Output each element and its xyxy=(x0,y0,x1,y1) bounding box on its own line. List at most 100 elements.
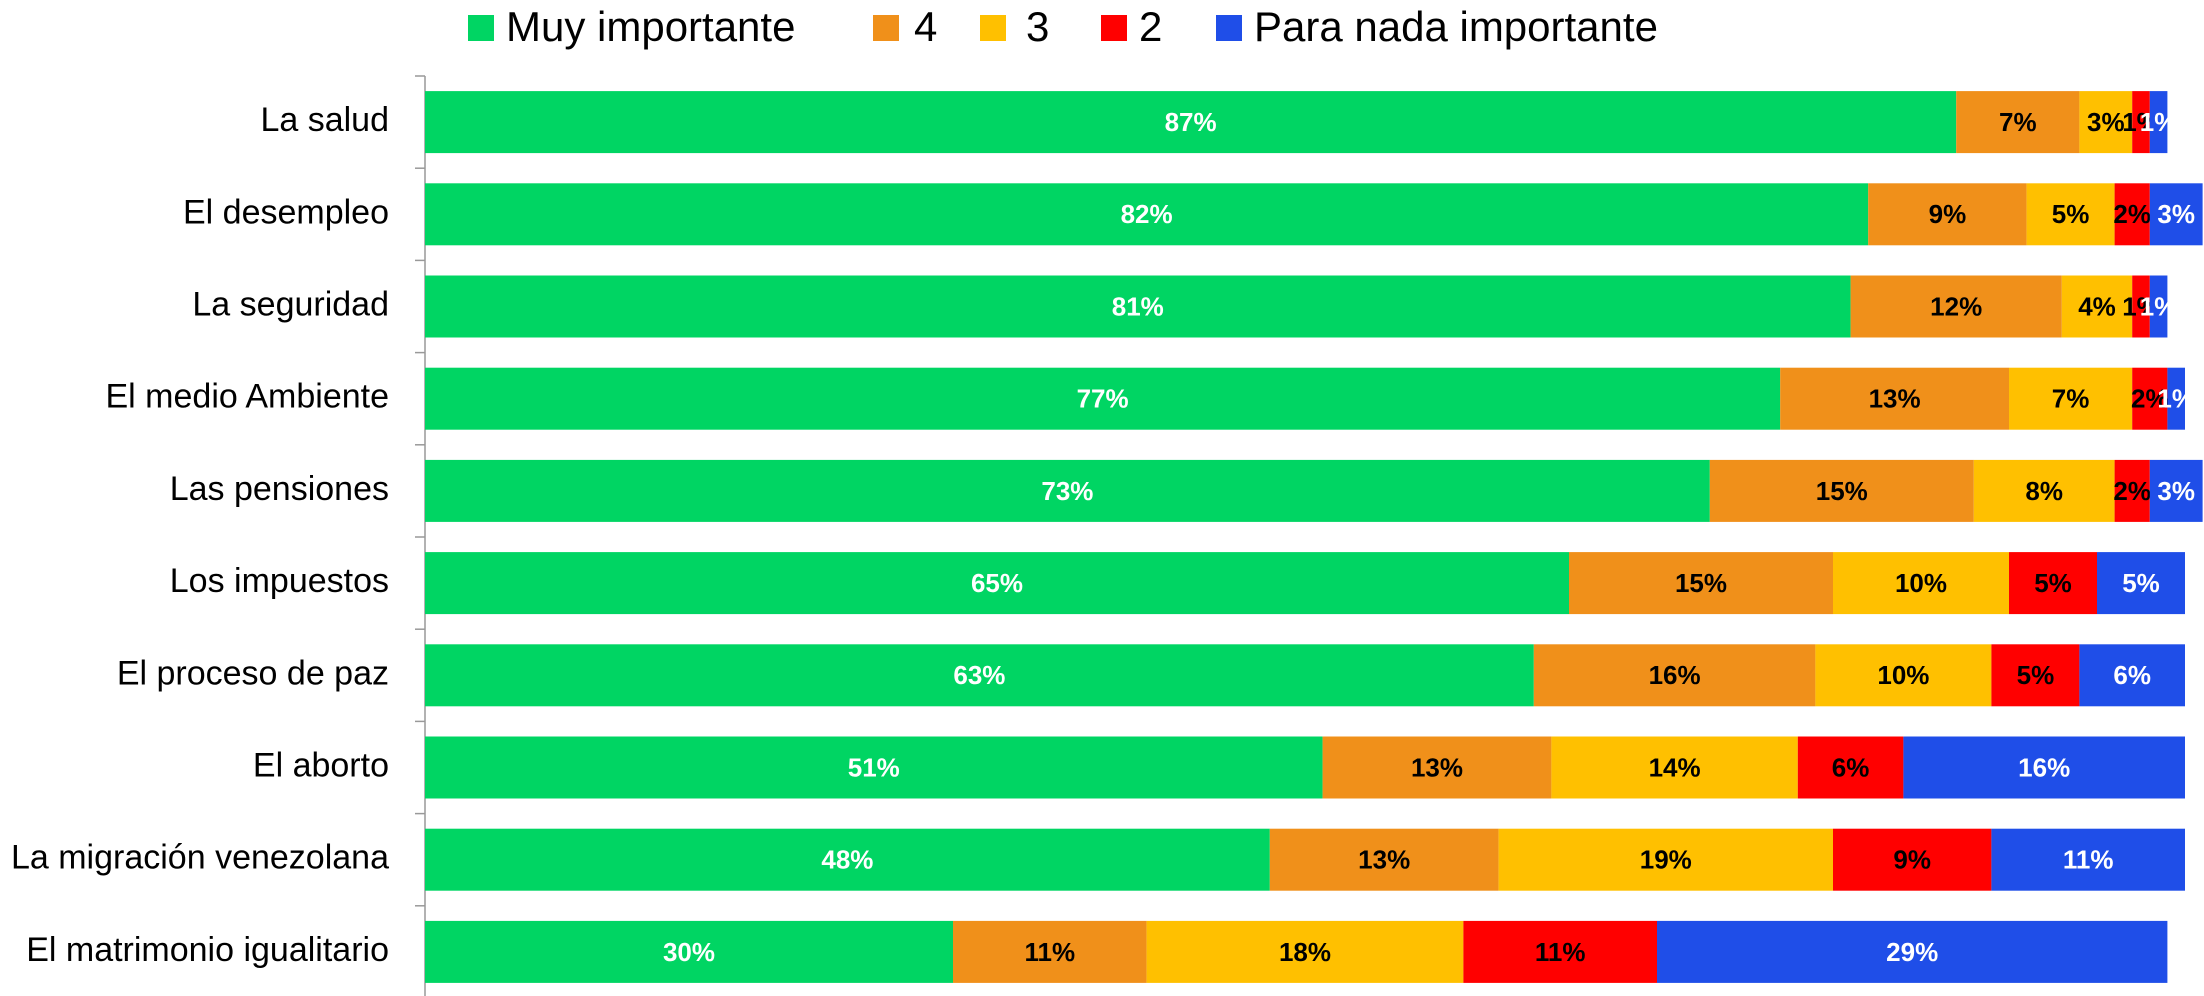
value-label: 11% xyxy=(2063,845,2114,875)
category-label: La migración venezolana xyxy=(11,839,389,877)
value-label: 1% xyxy=(2140,107,2178,137)
bar-segment xyxy=(425,736,1323,799)
bar-segment xyxy=(2167,367,2185,430)
bar-segment xyxy=(1533,644,1816,707)
bar-segment xyxy=(1833,828,1992,891)
bar-segment xyxy=(1551,736,1798,799)
value-label: 8% xyxy=(2025,476,2063,506)
legend-swatch xyxy=(873,15,899,41)
legend-swatch xyxy=(1216,15,1242,41)
bar-segment xyxy=(1569,552,1833,615)
value-label: 3% xyxy=(2087,107,2125,137)
bar-segment xyxy=(1833,552,2009,615)
bar-segment xyxy=(1903,736,2185,799)
value-label: 11% xyxy=(1535,937,1586,967)
bar-segment xyxy=(1709,459,1974,522)
category-label: Las pensiones xyxy=(170,470,389,508)
value-label: 5% xyxy=(2122,568,2160,598)
value-label: 2% xyxy=(2131,384,2169,414)
bar-segment xyxy=(425,644,1534,707)
value-label: 13% xyxy=(1411,752,1463,782)
value-label: 15% xyxy=(1816,476,1868,506)
value-label: 3% xyxy=(2157,199,2195,229)
legend-label: 4 xyxy=(914,3,937,50)
value-label: 10% xyxy=(1895,568,1947,598)
value-label: 5% xyxy=(2034,568,2072,598)
value-label: 1% xyxy=(2140,291,2178,321)
bar-segment xyxy=(2009,552,2097,615)
bar-segment xyxy=(425,275,1851,338)
value-label: 5% xyxy=(2017,660,2055,690)
bar-segment xyxy=(2114,183,2150,246)
bar-segment xyxy=(1780,367,2009,430)
bar-segment xyxy=(2132,367,2168,430)
value-label: 19% xyxy=(1640,845,1692,875)
legend-label: Muy importante xyxy=(506,3,795,50)
bar-segment xyxy=(1956,91,2080,154)
category-label: La seguridad xyxy=(192,285,389,323)
bar-segment xyxy=(2097,552,2185,615)
legend-label: Para nada importante xyxy=(1254,3,1658,50)
value-label: 2% xyxy=(2113,476,2151,506)
legend-label: 3 xyxy=(1026,3,1049,50)
bar-segment xyxy=(2132,91,2150,154)
category-label: El desempleo xyxy=(183,193,389,231)
value-label: 18% xyxy=(1279,937,1331,967)
bar-segment xyxy=(2079,644,2185,707)
bar-segment xyxy=(425,828,1270,891)
category-label: Los impuestos xyxy=(170,562,389,600)
value-label: 7% xyxy=(2052,384,2090,414)
value-label: 30% xyxy=(663,937,715,967)
value-label: 29% xyxy=(1886,937,1938,967)
value-label: 15% xyxy=(1675,568,1727,598)
legend-label: 2 xyxy=(1139,3,1162,50)
value-label: 2% xyxy=(2113,199,2151,229)
value-label: 9% xyxy=(1929,199,1967,229)
value-label: 16% xyxy=(1649,660,1701,690)
bar-segment xyxy=(1322,736,1552,799)
category-label: El medio Ambiente xyxy=(106,378,390,416)
value-label: 1% xyxy=(2157,384,2195,414)
value-label: 63% xyxy=(953,660,1005,690)
value-label: 16% xyxy=(2018,752,2070,782)
value-label: 73% xyxy=(1041,476,1093,506)
bar-segment xyxy=(1269,828,1499,891)
value-label: 7% xyxy=(1999,107,2037,137)
category-label: El matrimonio igualitario xyxy=(26,931,389,969)
bar-segment xyxy=(2149,275,2168,338)
bar-segment xyxy=(1657,920,2168,983)
bar-segment xyxy=(425,552,1569,615)
bar-segment xyxy=(1868,183,2027,246)
bar-segment xyxy=(1797,736,1904,799)
bar-segment xyxy=(2149,91,2168,154)
bar-segment xyxy=(2061,275,2133,338)
bar-segment xyxy=(2079,91,2133,154)
value-label: 51% xyxy=(848,752,900,782)
bar-segment xyxy=(1991,644,2080,707)
bar-segment xyxy=(425,367,1781,430)
value-label: 65% xyxy=(971,568,1023,598)
bar-segment xyxy=(1815,644,1992,707)
value-label: 13% xyxy=(1869,384,1921,414)
value-label: 9% xyxy=(1893,845,1931,875)
value-label: 12% xyxy=(1930,291,1982,321)
legend-swatch xyxy=(468,15,494,41)
value-label: 11% xyxy=(1024,937,1075,967)
value-label: 10% xyxy=(1877,660,1929,690)
bar-segment xyxy=(1973,459,2115,522)
value-label: 5% xyxy=(2052,199,2090,229)
value-label: 3% xyxy=(2157,476,2195,506)
legend-swatch xyxy=(1101,15,1127,41)
bar-segment xyxy=(2026,183,2115,246)
bar-segment xyxy=(425,183,1869,246)
bar-segment xyxy=(2114,459,2150,522)
bar-segment xyxy=(2009,367,2133,430)
legend-swatch xyxy=(980,15,1006,41)
value-label: 13% xyxy=(1358,845,1410,875)
bar-segment xyxy=(1146,920,1464,983)
value-label: 14% xyxy=(1649,752,1701,782)
value-label: 4% xyxy=(2078,291,2116,321)
category-label: La salud xyxy=(260,101,389,139)
bar-segment xyxy=(425,91,1957,154)
